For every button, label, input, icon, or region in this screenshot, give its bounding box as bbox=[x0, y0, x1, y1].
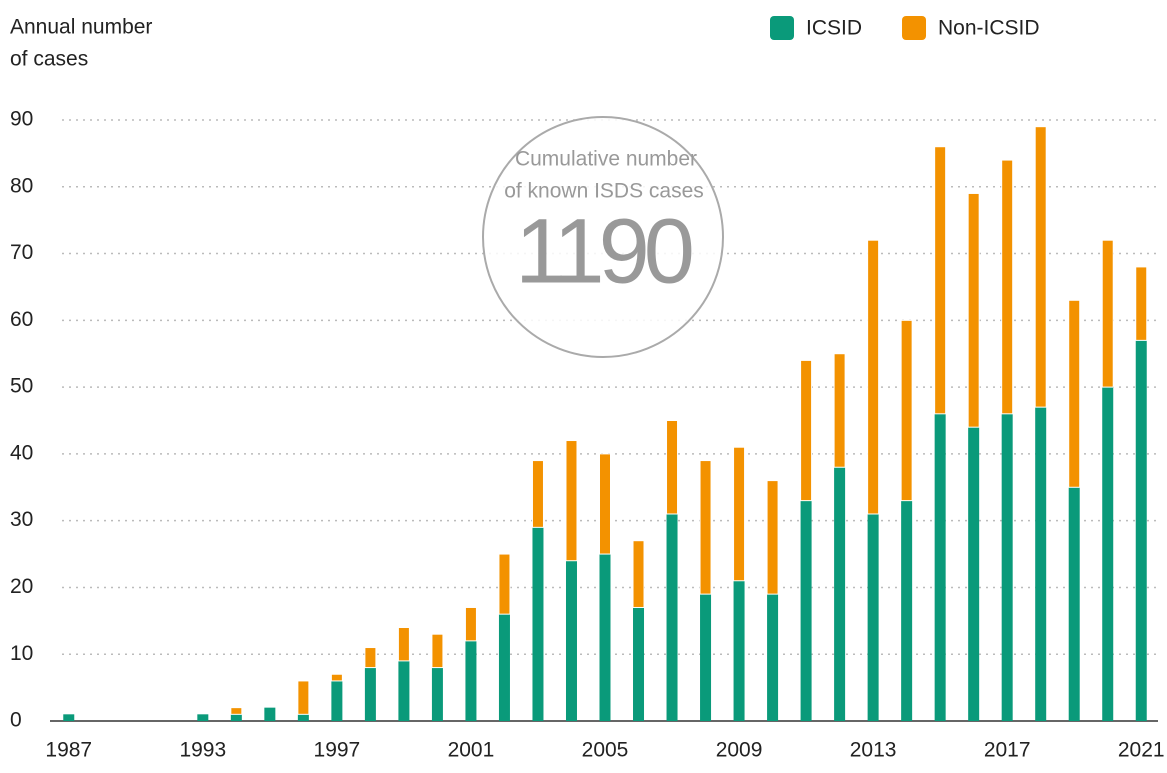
y-tick-label: 0 bbox=[10, 709, 22, 732]
bar-segment bbox=[900, 319, 913, 502]
bar-segment bbox=[699, 460, 712, 595]
legend-swatch bbox=[770, 16, 794, 40]
bar-segment bbox=[464, 606, 477, 642]
x-tick-label: 2017 bbox=[984, 739, 1031, 762]
bar-segment bbox=[297, 680, 310, 715]
bar-segment bbox=[398, 660, 410, 721]
bar-segment bbox=[1035, 407, 1047, 721]
bar-segment bbox=[331, 680, 343, 721]
bar-segment bbox=[1001, 159, 1014, 415]
legend-label: Non-ICSID bbox=[938, 17, 1040, 40]
bar-segment bbox=[230, 714, 242, 721]
bar-segment bbox=[766, 480, 779, 595]
bar-segment bbox=[531, 460, 544, 528]
x-tick-label: 2021 bbox=[1118, 739, 1165, 762]
bar-segment bbox=[632, 540, 645, 608]
x-tick-label: 2005 bbox=[582, 739, 629, 762]
annotation-text: Cumulative number bbox=[515, 148, 697, 171]
bar-segment bbox=[934, 413, 946, 721]
bar-segment bbox=[633, 607, 645, 721]
bar-segment bbox=[1102, 387, 1114, 721]
y-axis-label: of cases bbox=[10, 48, 88, 71]
bar-segment bbox=[833, 353, 846, 468]
bar-segment bbox=[364, 647, 377, 669]
bar-segment bbox=[330, 673, 343, 682]
bar-segment bbox=[968, 427, 980, 721]
bar-segment bbox=[666, 513, 678, 721]
annotation-text: of known ISDS cases bbox=[504, 180, 704, 203]
bar-segment bbox=[1135, 266, 1148, 341]
bar-segment bbox=[1001, 413, 1013, 721]
bar-segment bbox=[767, 594, 779, 721]
bar-segment bbox=[700, 594, 712, 721]
bar-segment bbox=[397, 627, 410, 662]
x-tick-label: 2001 bbox=[448, 739, 495, 762]
bar-segment bbox=[498, 553, 511, 615]
y-tick-label: 30 bbox=[10, 508, 33, 531]
bar-segment bbox=[599, 554, 611, 721]
bar-segment bbox=[297, 714, 309, 721]
bar-segment bbox=[733, 446, 746, 582]
legend-swatch bbox=[902, 16, 927, 40]
bar-segment bbox=[599, 453, 611, 555]
bar-segment bbox=[800, 359, 813, 502]
bar-segment bbox=[230, 707, 243, 715]
bar-segment bbox=[1068, 487, 1080, 721]
y-tick-label: 80 bbox=[10, 174, 33, 197]
bar-segment bbox=[565, 560, 577, 721]
bar-segment bbox=[465, 640, 477, 721]
bar-segment bbox=[63, 714, 75, 721]
bar-segment bbox=[867, 513, 879, 721]
bar-segment bbox=[834, 467, 846, 721]
bar-segment bbox=[967, 192, 980, 428]
y-axis-label: Annual number bbox=[10, 16, 152, 39]
x-tick-label: 1997 bbox=[314, 739, 361, 762]
bar-segment bbox=[197, 714, 209, 721]
annotation-number: 1190 bbox=[515, 200, 692, 302]
bar-segment bbox=[364, 667, 376, 721]
bar-segment bbox=[733, 580, 745, 721]
bar-segment bbox=[431, 667, 443, 721]
bar-segment bbox=[901, 500, 913, 721]
x-tick-label: 1993 bbox=[179, 739, 226, 762]
bar-segment bbox=[532, 527, 544, 721]
bar-segment bbox=[867, 239, 880, 515]
bar-segment bbox=[565, 440, 578, 562]
x-tick-label: 2013 bbox=[850, 739, 897, 762]
legend-label: ICSID bbox=[806, 17, 862, 40]
bar-segment bbox=[1101, 239, 1114, 388]
x-tick-label: 1987 bbox=[45, 739, 92, 762]
y-tick-label: 60 bbox=[10, 308, 33, 331]
x-tick-label: 2009 bbox=[716, 739, 763, 762]
bar-segment bbox=[498, 614, 510, 721]
bar-segment bbox=[934, 146, 947, 415]
y-tick-label: 40 bbox=[10, 441, 33, 464]
y-tick-label: 90 bbox=[10, 108, 33, 131]
bar-segment bbox=[666, 420, 679, 515]
y-tick-label: 70 bbox=[10, 241, 33, 264]
bar-segment bbox=[1135, 340, 1147, 721]
annotation-circle bbox=[482, 116, 724, 358]
y-tick-label: 10 bbox=[10, 642, 33, 665]
y-tick-label: 20 bbox=[10, 575, 33, 598]
y-tick-label: 50 bbox=[10, 375, 33, 398]
bar-segment bbox=[1068, 299, 1081, 488]
bar-segment bbox=[431, 633, 444, 669]
bar-segment bbox=[800, 500, 812, 721]
bar-segment bbox=[1034, 126, 1047, 408]
bar-segment bbox=[264, 707, 276, 721]
